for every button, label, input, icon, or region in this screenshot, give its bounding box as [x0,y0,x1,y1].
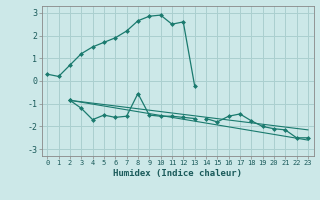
X-axis label: Humidex (Indice chaleur): Humidex (Indice chaleur) [113,169,242,178]
